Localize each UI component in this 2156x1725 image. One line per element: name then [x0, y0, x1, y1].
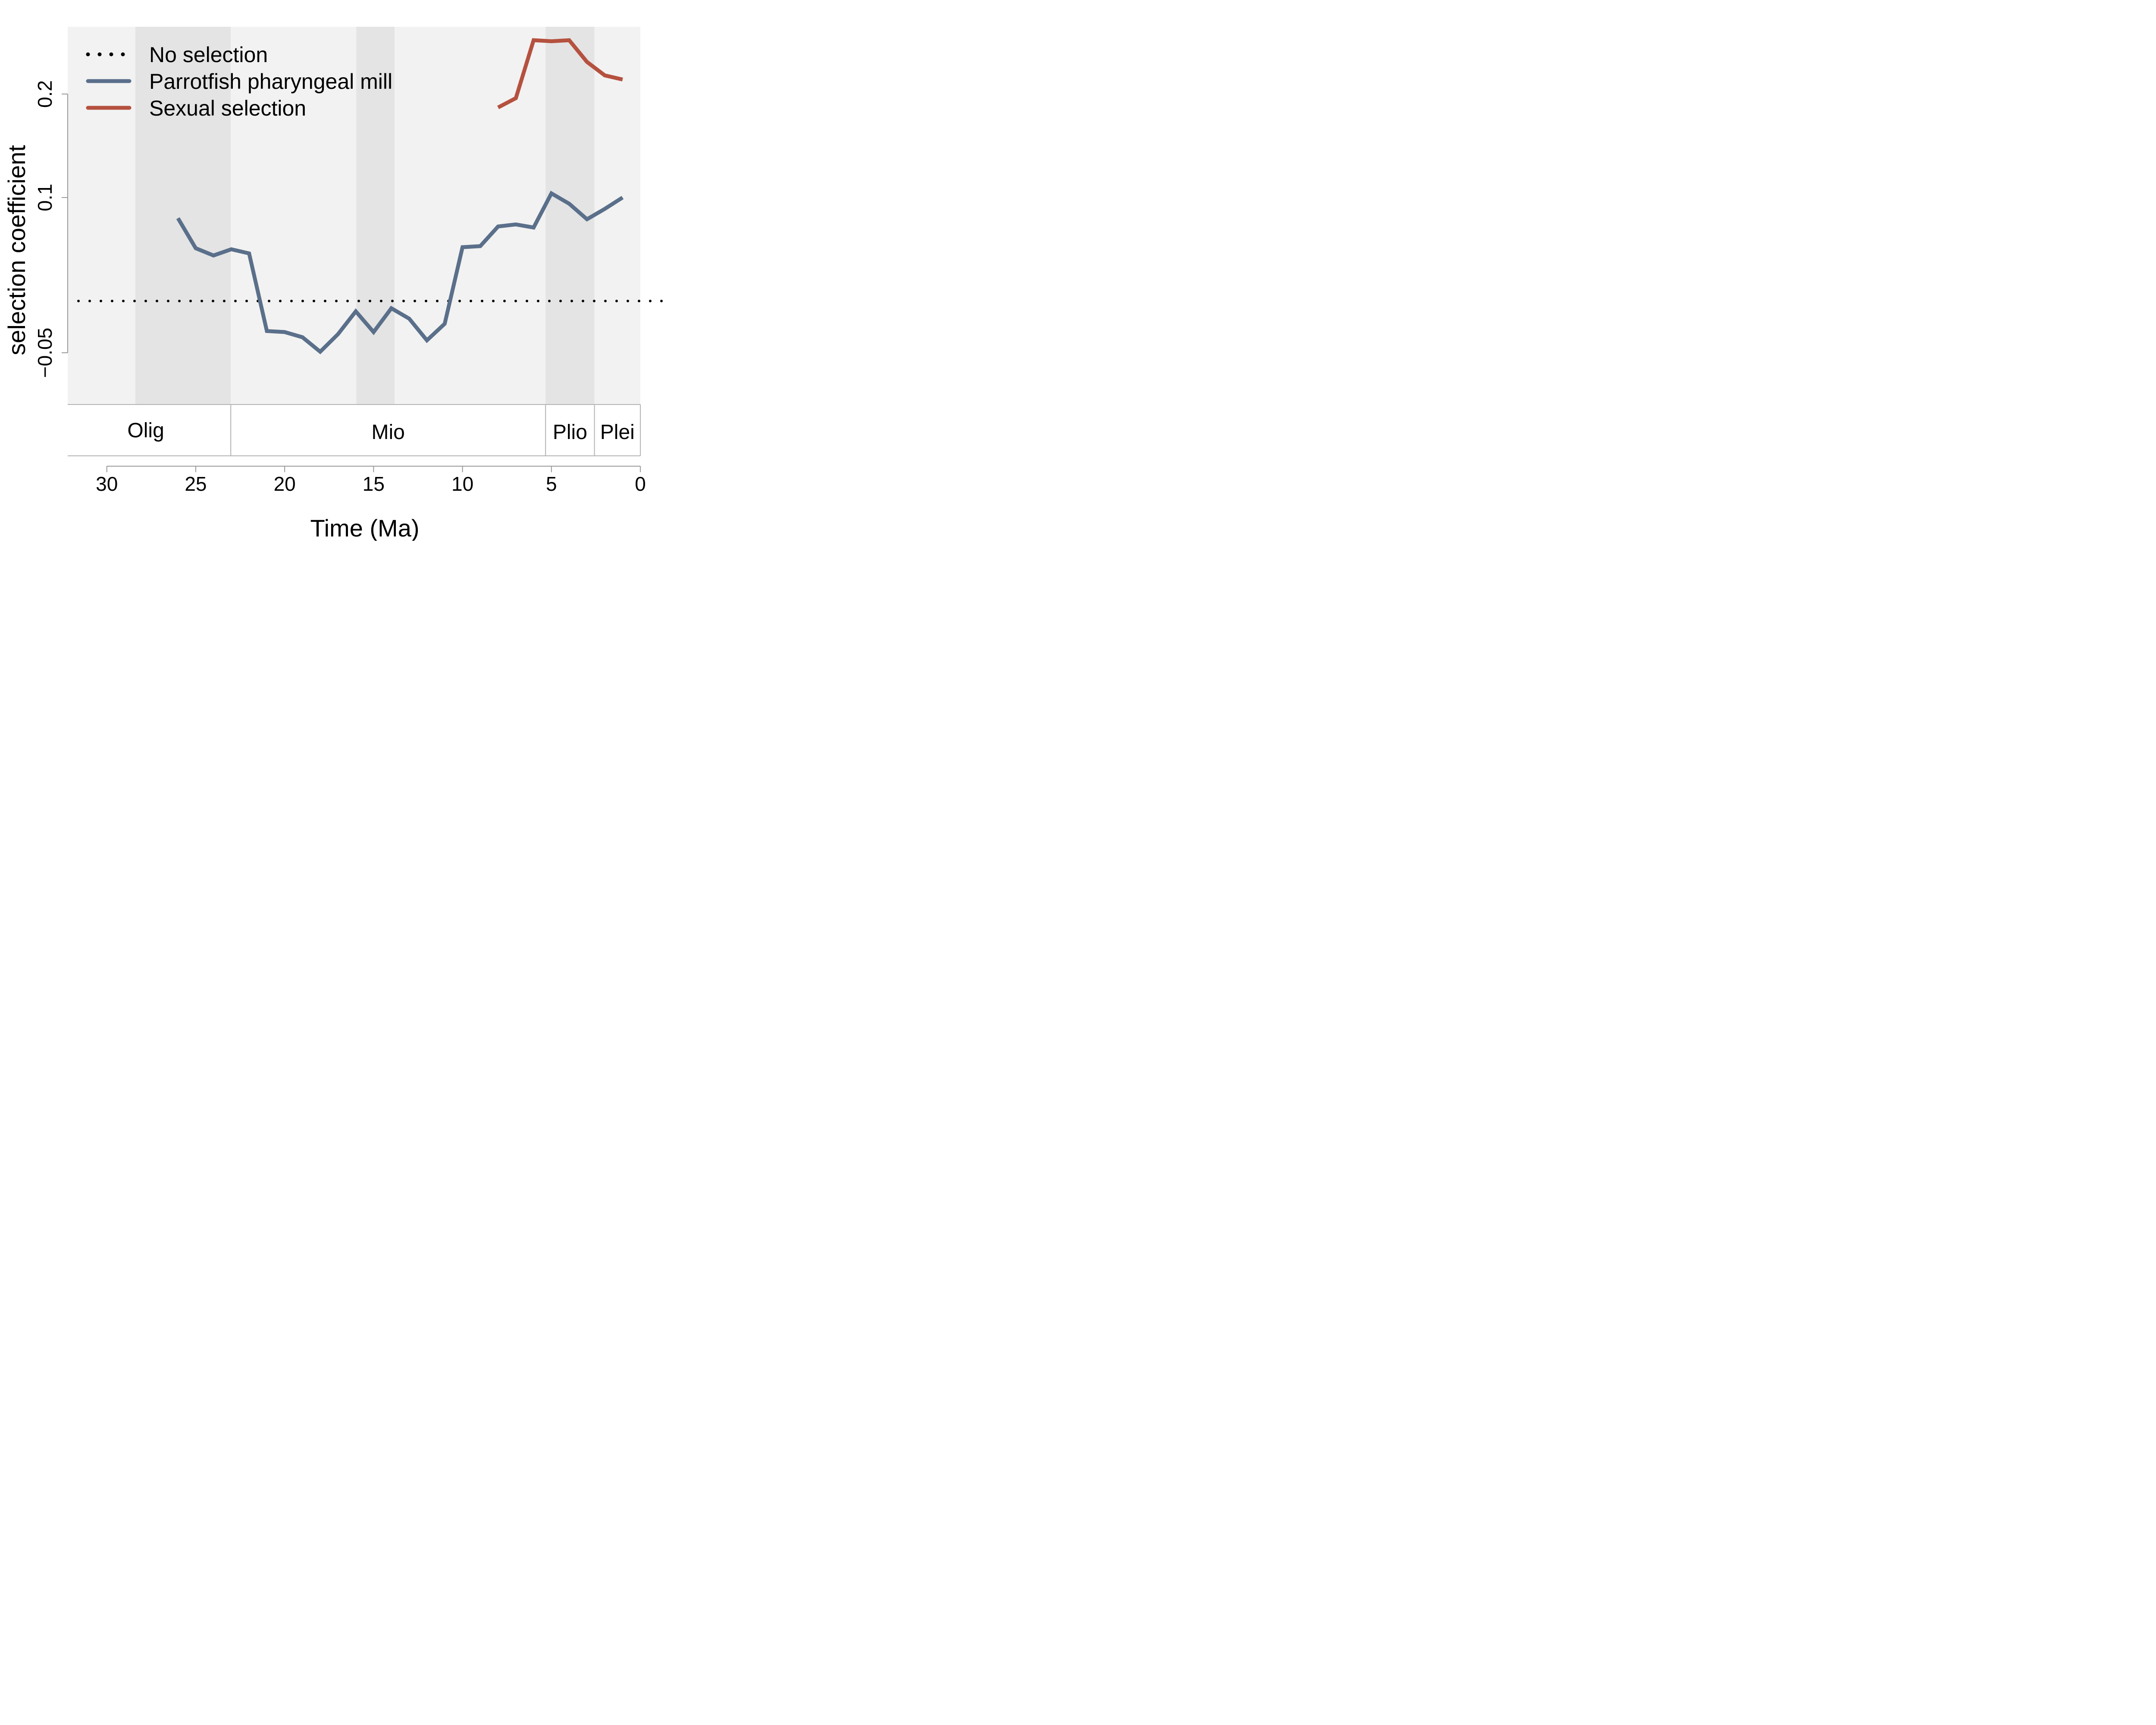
epoch-strip: Olig Mio Plio Plei: [68, 404, 641, 456]
epoch-label-plei: Plei: [600, 421, 635, 444]
x-tick-label: 25: [185, 473, 207, 495]
x-axis: 30 25 20 15 10 5 0: [96, 466, 646, 495]
y-axis: 0.2 0.1 −0.05: [34, 80, 68, 378]
legend-swatch-dot: [86, 52, 90, 56]
legend-swatch-dot: [121, 52, 125, 56]
background-band-2: [231, 27, 357, 405]
x-axis-title: Time (Ma): [310, 514, 419, 541]
background-bands: [68, 27, 640, 405]
legend-swatch-dot: [109, 52, 113, 56]
epoch-label-plio: Plio: [553, 421, 587, 444]
background-band-5: [545, 27, 595, 405]
background-band-1: [135, 27, 231, 405]
x-tick-label: 20: [274, 473, 296, 495]
legend-label: Parrotfish pharyngeal mill: [149, 69, 392, 94]
background-band-6: [594, 27, 640, 405]
x-tick-label: 15: [363, 473, 385, 495]
selection-coefficient-chart: Olig Mio Plio Plei 30 25 20 15 10 5 0 0.2 0.1 −0.05…: [3, 27, 669, 541]
series-line-parrotfish-pharyngeal-mill: [176, 191, 624, 354]
x-tick-label: 5: [546, 473, 557, 495]
y-tick-label: 0.2: [34, 80, 56, 108]
background-band-0: [68, 27, 135, 405]
series-line-sexual-selection: [497, 38, 623, 110]
background-band-3: [356, 27, 395, 405]
y-tick-label: 0.1: [34, 184, 56, 211]
legend-label: Sexual selection: [149, 96, 306, 120]
y-axis-title: selection coefficient: [3, 145, 30, 355]
legend-label: No selection: [149, 43, 268, 67]
x-tick-label: 0: [635, 473, 646, 495]
legend-swatch-dot: [97, 52, 102, 56]
y-tick-label: −0.05: [34, 328, 56, 378]
series-lines: [176, 38, 624, 354]
x-tick-label: 10: [451, 473, 473, 495]
epoch-label-mio: Mio: [372, 421, 405, 444]
background-band-4: [395, 27, 546, 405]
epoch-label-olig: Olig: [127, 419, 164, 442]
x-tick-label: 30: [96, 473, 118, 495]
